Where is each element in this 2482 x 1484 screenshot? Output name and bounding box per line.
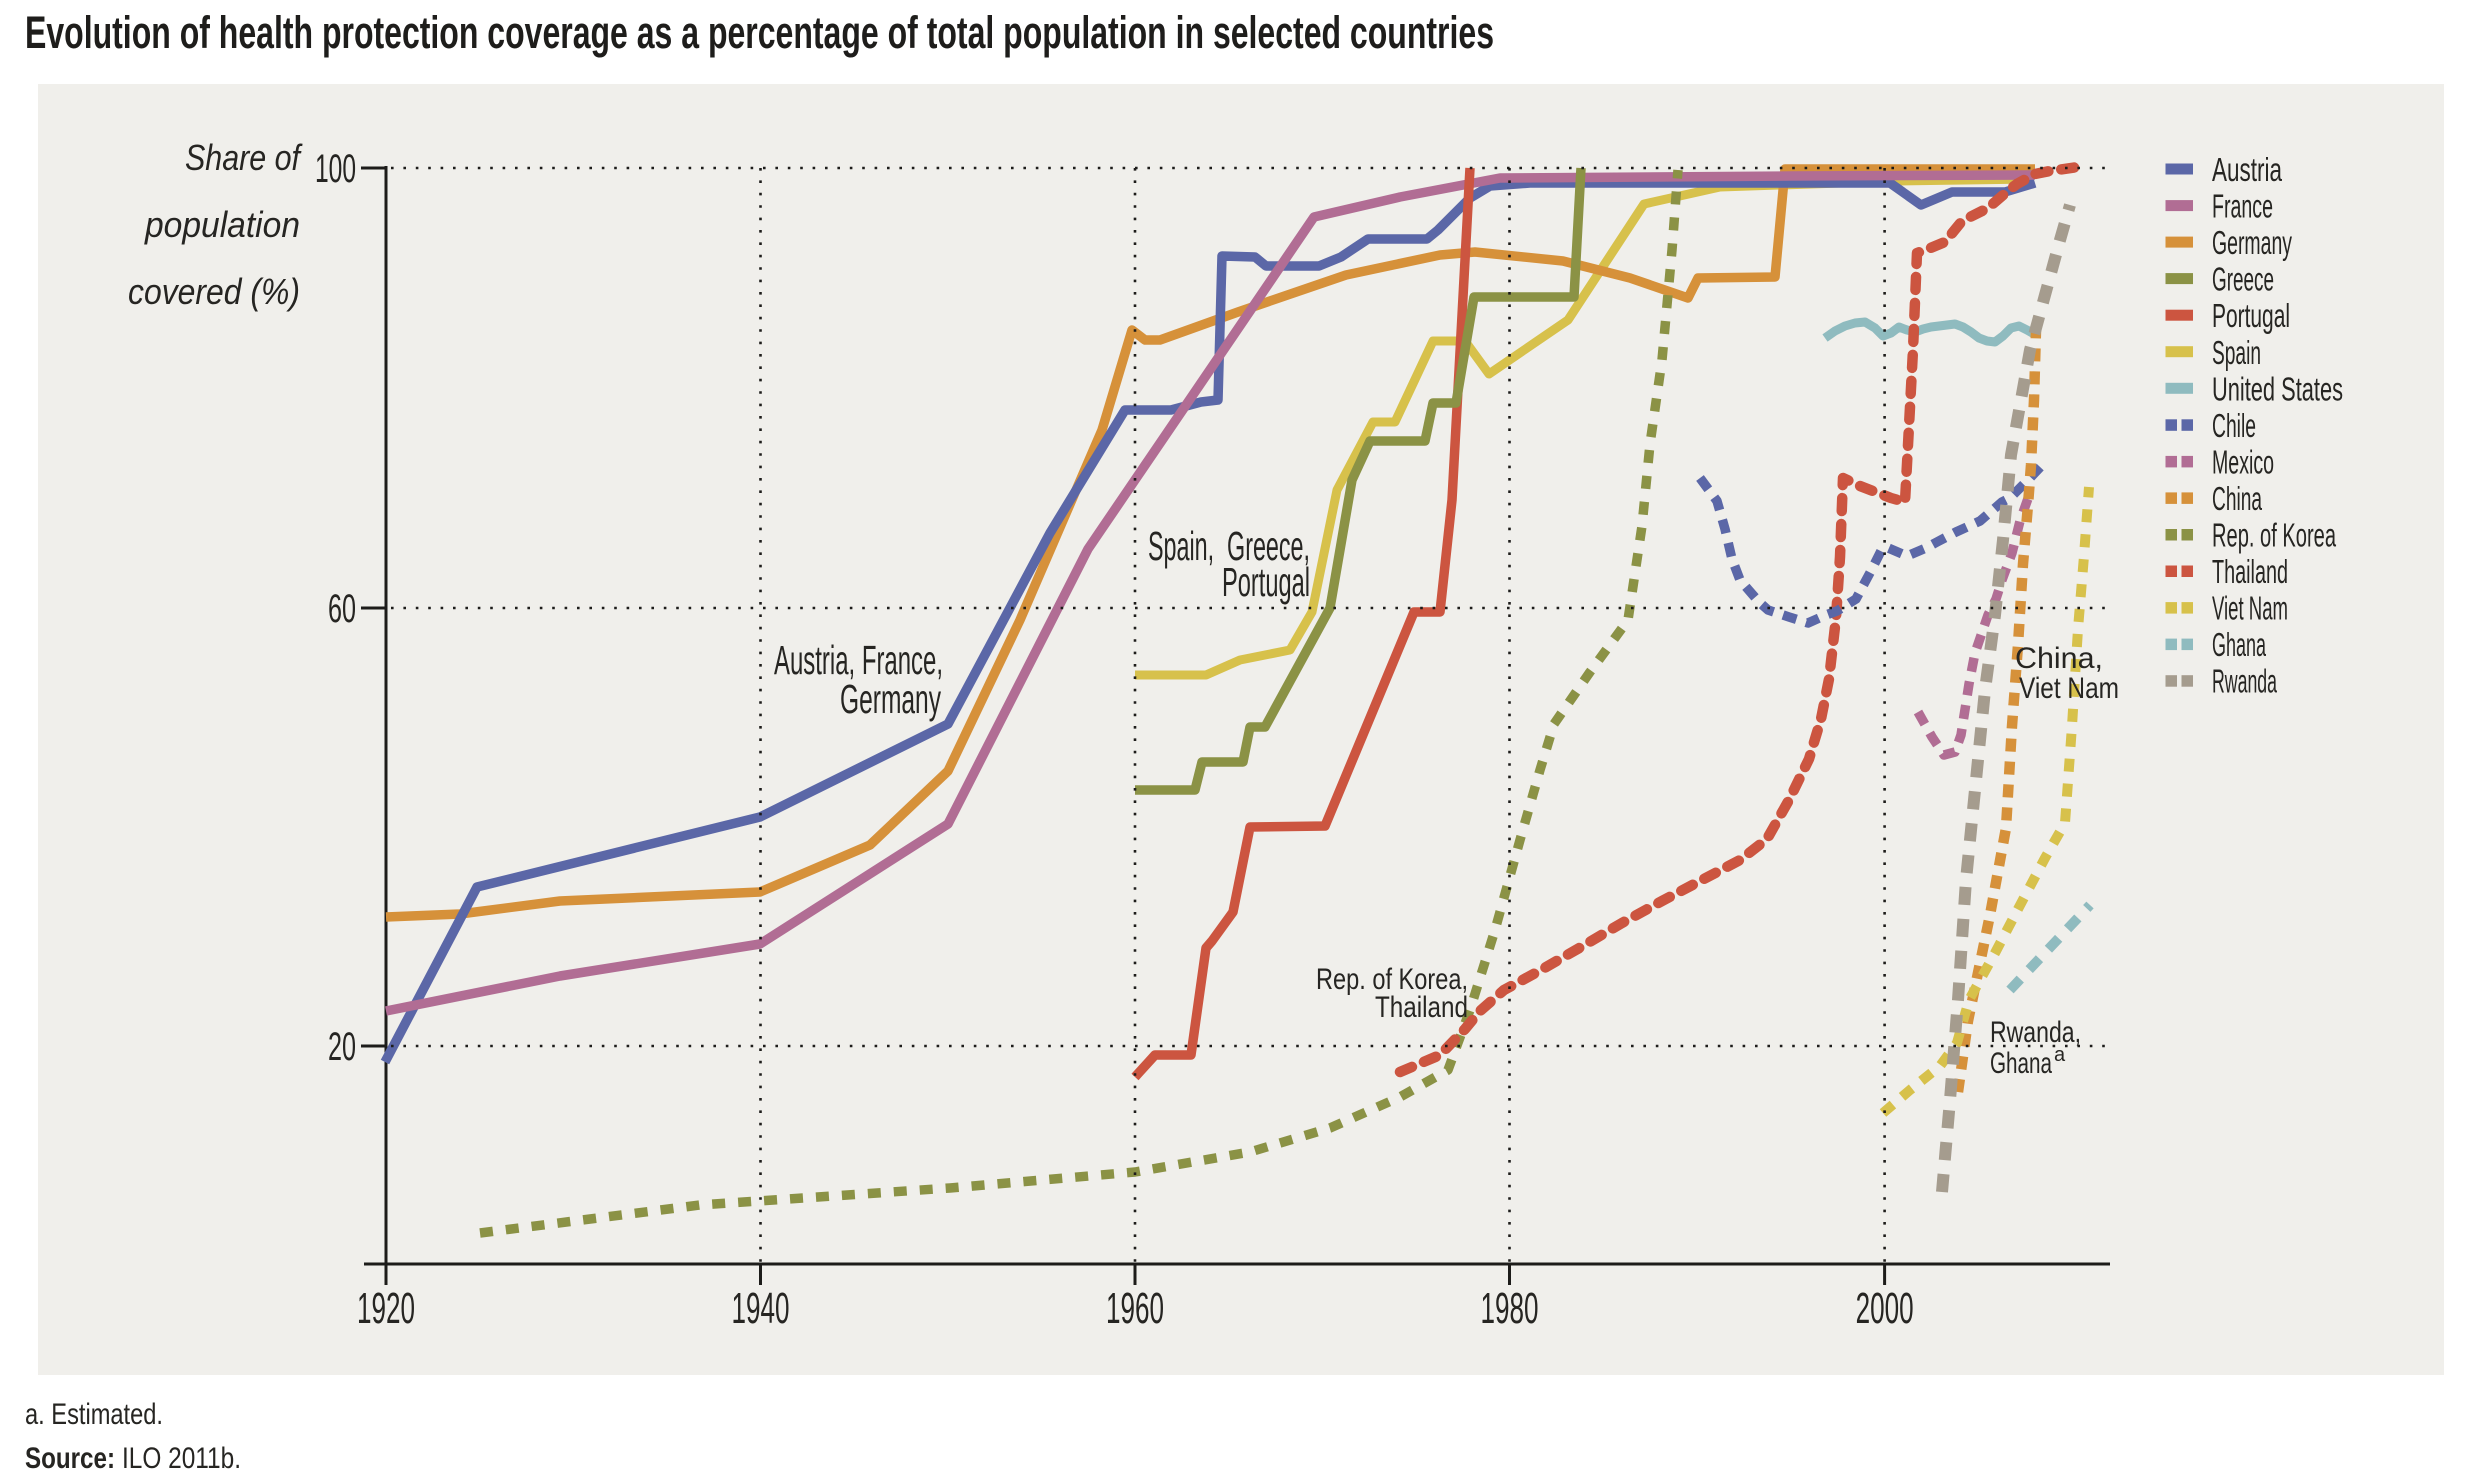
svg-text:ILO 2011b.: ILO 2011b. (122, 1442, 241, 1475)
svg-text:Ghana: Ghana (1990, 1047, 2052, 1080)
svg-text:Source:: Source: (25, 1442, 115, 1475)
svg-text:China: China (2212, 480, 2262, 517)
svg-text:Portugal: Portugal (1222, 559, 1310, 605)
svg-text:Viet Nam: Viet Nam (2019, 672, 2119, 705)
svg-text:Portugal: Portugal (2212, 297, 2290, 334)
svg-text:Share of: Share of (185, 137, 303, 178)
svg-text:60: 60 (328, 587, 356, 631)
svg-text:France: France (2212, 188, 2273, 225)
svg-text:20: 20 (328, 1025, 356, 1069)
svg-text:Rwanda,: Rwanda, (1990, 1016, 2081, 1049)
svg-text:a: a (2054, 1044, 2066, 1066)
svg-text:2000: 2000 (1856, 1284, 1914, 1333)
svg-text:China,: China, (2015, 642, 2103, 675)
svg-text:Greece: Greece (2212, 261, 2274, 298)
svg-text:1980: 1980 (1481, 1284, 1539, 1333)
svg-text:1960: 1960 (1106, 1284, 1164, 1333)
svg-text:Mexico: Mexico (2212, 443, 2274, 480)
svg-text:Thailand: Thailand (1375, 991, 1468, 1024)
svg-text:Thailand: Thailand (2212, 553, 2288, 590)
svg-text:Austria, France,: Austria, France, (774, 637, 943, 683)
svg-text:covered (%): covered (%) (128, 271, 300, 312)
svg-text:Ghana: Ghana (2212, 626, 2266, 663)
svg-text:100: 100 (315, 147, 356, 191)
svg-text:Austria: Austria (2212, 151, 2282, 188)
svg-text:Rwanda: Rwanda (2212, 663, 2277, 700)
svg-text:a. Estimated.: a. Estimated. (25, 1398, 163, 1431)
svg-text:Rep. of Korea: Rep. of Korea (2212, 517, 2336, 554)
svg-text:Rep. of Korea,: Rep. of Korea, (1316, 963, 1468, 996)
svg-text:Germany: Germany (840, 676, 941, 722)
svg-text:1940: 1940 (732, 1284, 790, 1333)
svg-text:Spain, Greece,: Spain, Greece, (1148, 523, 1310, 569)
svg-text:Germany: Germany (2212, 224, 2292, 261)
svg-text:Evolution of health protection: Evolution of health protection coverage … (25, 7, 1494, 58)
svg-text:Viet Nam: Viet Nam (2212, 590, 2288, 627)
svg-text:population: population (144, 204, 300, 245)
svg-text:Chile: Chile (2212, 407, 2256, 444)
svg-text:United States: United States (2212, 370, 2343, 407)
svg-text:1920: 1920 (357, 1284, 415, 1333)
svg-text:Spain: Spain (2212, 334, 2261, 371)
